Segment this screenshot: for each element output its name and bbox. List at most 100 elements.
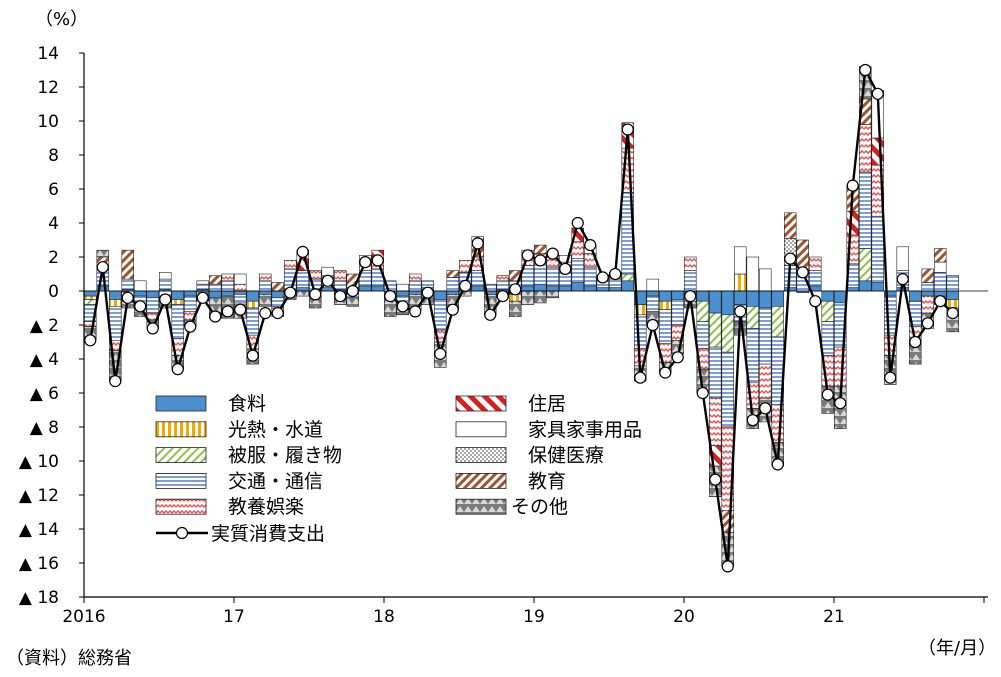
y-axis-unit: （%） — [35, 9, 89, 30]
line-point — [259, 307, 272, 320]
bar-segment-housing — [846, 210, 859, 236]
bar-segment-food — [521, 285, 534, 292]
line-point — [196, 291, 209, 304]
line-point — [246, 349, 259, 362]
line-point — [859, 63, 872, 77]
bar-segment-food — [184, 290, 197, 297]
y-tick-label: 8 — [48, 146, 59, 166]
bar-segment-food — [859, 280, 872, 292]
y-tick-label: ▲ 6 — [30, 384, 59, 404]
source-note: （資料）総務省 — [6, 648, 132, 669]
bar-segment-transport — [446, 277, 459, 292]
bar-segment-food — [209, 290, 222, 299]
bar-segment-food — [534, 283, 547, 292]
bar-segment-food — [271, 290, 284, 299]
bar-segment-transport — [659, 309, 672, 345]
bar-segment-recreation — [284, 260, 297, 270]
bar-segment-food — [846, 287, 859, 292]
bar-segment-education — [271, 282, 284, 292]
bar-segment-clothing — [746, 305, 759, 329]
line-point — [796, 266, 809, 279]
bar-segment-furniture — [934, 261, 947, 273]
line-point — [109, 375, 122, 388]
bar-segment-furniture — [159, 271, 172, 280]
bar-segment-food — [134, 290, 147, 297]
bar-segment-utility — [171, 299, 184, 305]
line-point — [771, 458, 784, 471]
bar-segment-transport — [209, 283, 222, 292]
bar-segment-furniture — [234, 273, 247, 285]
bar-segment-clothing — [696, 300, 709, 322]
y-tick-label: 14 — [37, 44, 59, 64]
y-tick-label: ▲ 18 — [19, 588, 59, 608]
bar-segment-utility — [734, 273, 747, 292]
legend-label-education: 教育 — [528, 470, 566, 492]
line-point — [659, 366, 672, 379]
bar-segment-recreation — [921, 295, 934, 314]
line-point — [171, 363, 184, 376]
bar-segment-food — [771, 290, 784, 307]
bar-segment-transport — [809, 270, 822, 287]
line-point — [746, 414, 759, 427]
y-tick-label: 12 — [37, 78, 59, 98]
bar-segment-other — [346, 297, 359, 307]
bar-segment-food — [596, 287, 609, 292]
line-path — [89, 65, 954, 567]
bar-segment-food — [946, 290, 959, 300]
x-tick-label: 18 — [373, 607, 395, 627]
legend-label-transport: 交通・通信 — [228, 470, 323, 492]
bar-segment-transport — [121, 278, 134, 290]
bar-segment-education — [784, 212, 797, 239]
bar-segment-food — [234, 290, 247, 295]
legend-label-utility: 光熱・水道 — [228, 419, 323, 441]
legend-swatch-other — [455, 498, 507, 515]
bar-segment-food — [434, 290, 447, 300]
line-point — [521, 249, 534, 262]
line-point — [846, 179, 859, 192]
line-series — [84, 63, 959, 573]
line-point — [146, 322, 159, 335]
line-point — [596, 271, 609, 284]
bar-segment-transport — [171, 304, 184, 339]
bar-segment-recreation — [221, 273, 234, 282]
bar-segment-food — [446, 290, 459, 295]
bar-segment-transport — [684, 270, 697, 292]
y-tick-label: ▲ 10 — [19, 452, 59, 472]
legend-swatch-education — [455, 472, 507, 489]
bar-segment-food — [471, 285, 484, 292]
bar-segment-furniture — [196, 280, 209, 285]
bar-segment-food — [621, 280, 634, 292]
bar-segment-furniture — [134, 280, 147, 292]
legend-swatch-food — [155, 395, 207, 412]
bar-segment-transport — [221, 280, 234, 292]
bar-segment-transport — [584, 266, 597, 287]
bar-segment-transport — [921, 282, 934, 292]
bar-segment-food — [146, 290, 159, 299]
bar-segment-recreation — [571, 241, 584, 259]
bar-segment-food — [109, 290, 122, 300]
line-point — [534, 254, 547, 267]
bar-segment-clothing — [821, 300, 834, 322]
bar-segment-education — [534, 244, 547, 254]
line-point — [409, 305, 422, 318]
bar-segment-recreation — [334, 270, 347, 282]
legend-label-recreation: 教養娯楽 — [228, 496, 304, 518]
line-point — [821, 388, 834, 401]
bar-segment-recreation — [496, 275, 509, 282]
bar-segment-other — [521, 290, 534, 305]
y-tick-label: 6 — [48, 180, 59, 200]
bar-segment-food — [746, 290, 759, 307]
bar-segment-utility — [509, 294, 522, 302]
bar-segment-food — [734, 290, 747, 305]
bar-segment-furniture — [896, 246, 909, 271]
bar-segment-food — [396, 290, 409, 297]
line-point — [584, 239, 597, 252]
bar-segment-transport — [246, 307, 259, 336]
bar-segment-utility — [84, 295, 97, 300]
bar-segment-other — [534, 290, 547, 304]
line-point — [546, 247, 559, 260]
line-point — [871, 87, 884, 100]
bar-segment-food — [371, 285, 384, 292]
bar-segment-food — [784, 287, 797, 292]
x-axis-unit: （年/月） — [918, 638, 997, 659]
